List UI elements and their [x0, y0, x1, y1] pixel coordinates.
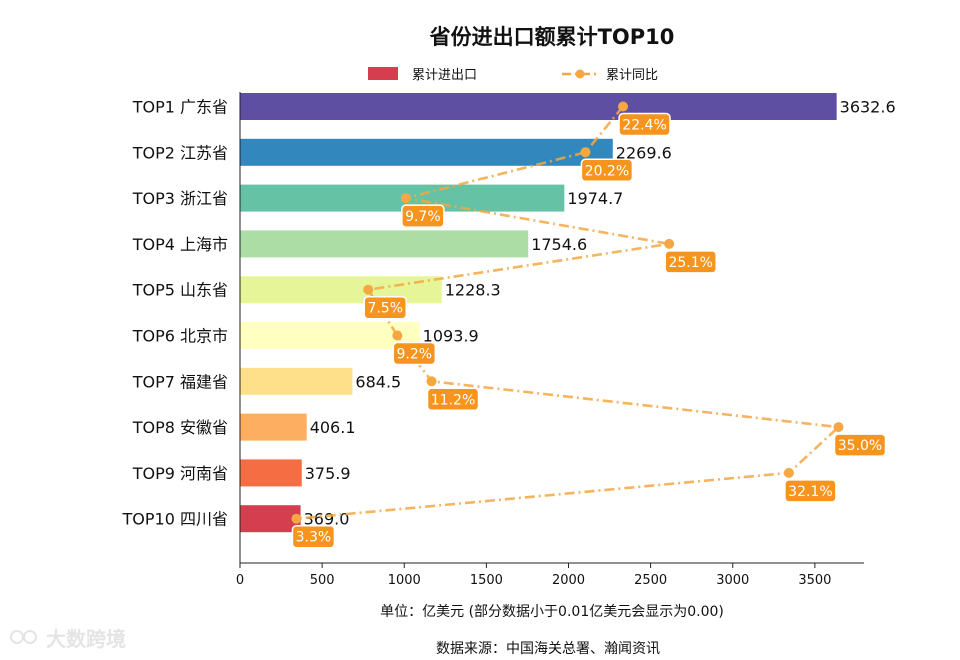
data-source-note: 数据来源：中国海关总署、瀚闻资讯 — [436, 641, 660, 657]
yoy-label-text: 9.2% — [397, 347, 433, 363]
yoy-label-box — [664, 250, 717, 274]
yoy-label: 35.0% — [833, 433, 887, 457]
bar — [240, 230, 529, 258]
yoy-label: 7.5% — [363, 295, 407, 320]
yoy-point — [833, 422, 844, 433]
yoy-label: 11.2% — [426, 387, 480, 412]
bar — [240, 367, 353, 395]
bar-value-label: 369.0 — [304, 510, 350, 529]
x-tick-label: 500 — [310, 573, 335, 588]
yoy-label-box — [426, 387, 480, 412]
yoy-label-text: 3.3% — [296, 530, 332, 546]
bar-value-label: 684.5 — [355, 372, 401, 391]
legend-bar-swatch — [368, 67, 398, 80]
yoy-label-text: 22.4% — [622, 118, 666, 134]
bar-value-labels: 3632.6 2269.6 1974.7 1754.6 1228.3 1093.9 684.… — [304, 98, 896, 529]
yoy-label-box — [291, 524, 336, 549]
x-axis-ticks: 0 500 1000 1500 2000 2500 3000 3500 — [236, 563, 831, 588]
category-label: TOP8 安徽省 — [132, 418, 228, 437]
bar — [240, 322, 420, 349]
bar-value-label: 3632.6 — [840, 98, 896, 117]
bar-value-label: 1093.9 — [423, 327, 479, 346]
yoy-label: 25.1% — [664, 250, 717, 274]
bar-value-label: 406.1 — [310, 418, 356, 437]
yoy-label-box — [401, 204, 445, 228]
yoy-label-box — [363, 295, 407, 320]
category-label: TOP10 四川省 — [122, 510, 228, 529]
x-tick-label: 2500 — [634, 573, 667, 588]
category-label: TOP4 上海市 — [132, 235, 228, 254]
yoy-label-text: 25.1% — [668, 255, 712, 271]
yoy-point — [664, 238, 675, 249]
yoy-label-box — [784, 479, 837, 503]
yoy-point — [618, 101, 629, 112]
yoy-point — [426, 376, 437, 387]
bar-value-label: 2269.6 — [616, 143, 672, 162]
yoy-label: 22.4% — [618, 112, 671, 137]
yoy-point — [392, 330, 403, 341]
yoy-label: 32.1% — [784, 479, 837, 503]
x-tick-label: 3500 — [798, 573, 831, 588]
bar — [240, 93, 837, 120]
category-label: TOP3 浙江省 — [132, 189, 228, 208]
chart-title: 省份进出口额累计TOP10 — [429, 25, 675, 49]
yoy-point — [291, 513, 302, 524]
category-label: TOP6 北京市 — [132, 327, 228, 346]
x-tick-label: 1500 — [470, 573, 503, 588]
bar — [240, 276, 442, 304]
category-labels: TOP1 广东省 TOP2 江苏省 TOP3 浙江省 TOP4 上海市 TOP5 山东省… — [122, 98, 228, 529]
watermark-text: 大数跨境 — [46, 627, 126, 651]
category-label: TOP1 广东省 — [132, 98, 228, 117]
yoy-label-text: 9.7% — [405, 209, 441, 225]
yoy-label-box — [392, 341, 437, 366]
yoy-label-box — [833, 433, 887, 457]
yoy-label-text: 32.1% — [788, 484, 832, 500]
yoy-label-box — [618, 112, 671, 137]
yoy-point — [400, 193, 411, 204]
bar-series — [240, 93, 837, 533]
legend: 累计进出口 累计同比 — [368, 67, 658, 83]
watermark-icon — [10, 630, 24, 644]
x-axis-label: 单位：亿美元 (部分数据小于0.01亿美元会显示为0.00) — [380, 604, 724, 620]
bar — [240, 138, 613, 166]
bar-value-label: 1974.7 — [567, 189, 623, 208]
yoy-line-series: 22.4% 20.2% 9.7% 25.1% 7.5% 9.2% 11.2% 35.0% 32.… — [291, 101, 887, 549]
x-tick-label: 1000 — [388, 573, 421, 588]
category-label: TOP7 福建省 — [132, 372, 228, 391]
legend-line-marker — [575, 69, 585, 79]
bar-value-label: 1228.3 — [445, 281, 501, 300]
yoy-point — [580, 147, 591, 158]
yoy-point — [783, 467, 794, 478]
yoy-label-text: 20.2% — [585, 163, 629, 179]
bar-value-label: 375.9 — [305, 464, 351, 483]
x-tick-label: 2000 — [552, 573, 585, 588]
category-label: TOP5 山东省 — [132, 281, 228, 300]
yoy-label-text: 7.5% — [367, 301, 403, 317]
category-label: TOP9 河南省 — [132, 464, 228, 483]
bar — [240, 413, 307, 441]
yoy-label-text: 11.2% — [431, 392, 475, 408]
legend-bar-label: 累计进出口 — [412, 68, 477, 83]
bar — [240, 505, 301, 533]
yoy-label: 20.2% — [580, 158, 634, 183]
yoy-label: 9.7% — [401, 204, 445, 228]
bar — [240, 459, 302, 487]
category-label: TOP2 江苏省 — [132, 143, 228, 162]
yoy-label-box — [580, 158, 634, 183]
bar-value-label: 1754.6 — [531, 235, 587, 254]
legend-line-label: 累计同比 — [606, 68, 658, 83]
x-tick-label: 3000 — [716, 573, 749, 588]
yoy-point — [363, 284, 374, 295]
yoy-label: 3.3% — [291, 524, 336, 549]
yoy-label: 9.2% — [392, 341, 437, 366]
watermark-logo: 大数跨境 — [10, 627, 126, 651]
yoy-label-text: 35.0% — [838, 438, 882, 454]
x-tick-label: 0 — [236, 573, 244, 588]
